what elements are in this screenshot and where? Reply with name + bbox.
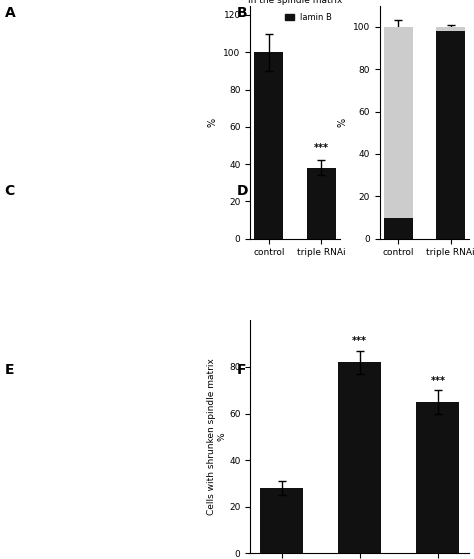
Bar [416, 402, 459, 553]
Text: F: F [237, 363, 246, 377]
Text: ***: *** [430, 376, 446, 386]
Text: B: B [237, 6, 247, 20]
Bar [260, 488, 303, 553]
Text: ***: *** [314, 143, 328, 153]
Y-axis label: %: % [337, 117, 347, 127]
Text: C: C [5, 184, 15, 198]
Title: Quantification of lamin B
in the spindle matrix: Quantification of lamin B in the spindle… [238, 0, 351, 5]
Y-axis label: %: % [208, 117, 218, 127]
Text: D: D [237, 184, 248, 198]
Text: E: E [5, 363, 14, 377]
Bar [384, 27, 413, 217]
Bar [255, 52, 283, 239]
Bar [307, 168, 336, 239]
Bar [338, 362, 381, 553]
Bar [384, 217, 413, 239]
Bar [437, 27, 465, 31]
Y-axis label: Cells with shrunken spindle matrix
%: Cells with shrunken spindle matrix % [207, 358, 226, 515]
Text: ***: *** [352, 336, 367, 346]
Text: A: A [5, 6, 16, 20]
Bar [437, 31, 465, 239]
Legend: lamin B: lamin B [282, 10, 336, 25]
